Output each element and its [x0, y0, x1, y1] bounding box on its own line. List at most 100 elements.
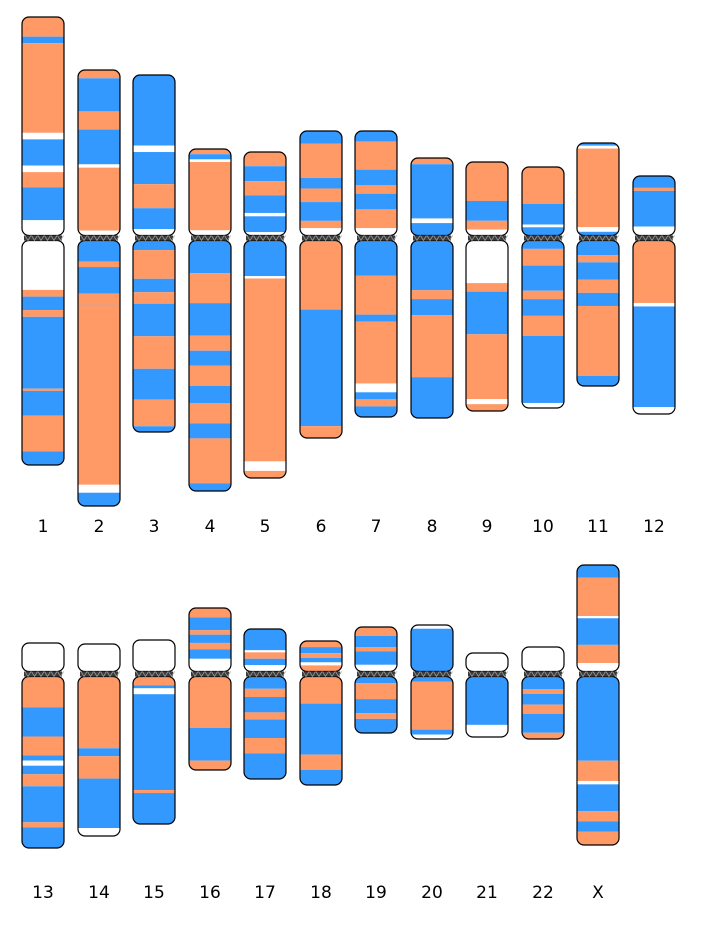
band-p-4: [189, 642, 231, 650]
band-p-0: [577, 143, 619, 146]
centromere: [191, 235, 231, 242]
band-q-7: [355, 406, 397, 417]
centromere: [579, 235, 619, 242]
band-q-3: [22, 755, 64, 761]
band-p-2: [189, 630, 231, 635]
q-arm: [522, 240, 564, 408]
band-q-1: [522, 248, 564, 266]
band-q-4: [78, 828, 120, 836]
q-arm: [189, 240, 231, 491]
band-p-0: [577, 565, 619, 578]
band-q-6: [133, 368, 175, 400]
band-p-3: [244, 195, 286, 213]
band-q-1: [300, 309, 342, 427]
chromosome-label-9: 9: [482, 517, 493, 537]
q-arm: [300, 240, 342, 438]
band-p-0: [300, 641, 342, 648]
band-p-2: [244, 181, 286, 196]
centromere: [246, 671, 286, 678]
band-q-3: [22, 310, 64, 317]
band-p-0: [22, 643, 64, 672]
p-arm: [577, 565, 619, 672]
band-p-2: [522, 224, 564, 228]
band-q-9: [189, 438, 231, 484]
chromosome-20: [410, 624, 454, 740]
band-p-5: [355, 209, 397, 229]
band-q-5: [577, 305, 619, 376]
centromere: [413, 671, 453, 678]
band-q-2: [355, 699, 397, 714]
band-q-4: [466, 399, 508, 405]
band-p-0: [189, 608, 231, 618]
band-p-2: [577, 616, 619, 619]
band-p-4: [300, 202, 342, 221]
q-arm: [633, 240, 675, 414]
band-p-4: [244, 212, 286, 217]
chromosome-19: [354, 626, 398, 734]
band-q-0: [244, 676, 286, 689]
band-q-3: [411, 734, 453, 739]
band-q-4: [133, 303, 175, 337]
band-p-1: [355, 141, 397, 170]
band-q-6: [522, 335, 564, 403]
chromosome-label-6: 6: [316, 517, 327, 537]
band-p-0: [189, 149, 231, 155]
q-arm: [300, 676, 342, 785]
band-q-6: [577, 831, 619, 845]
band-q-7: [133, 399, 175, 427]
band-q-3: [577, 279, 619, 293]
band-p-5: [577, 662, 619, 672]
band-p-3: [355, 185, 397, 194]
band-q-3: [300, 769, 342, 785]
band-p-3: [577, 618, 619, 645]
band-q-0: [522, 240, 564, 249]
band-q-4: [522, 714, 564, 733]
band-q-2: [244, 278, 286, 462]
p-arm: [466, 162, 508, 236]
band-p-1: [189, 154, 231, 160]
band-q-0: [355, 676, 397, 684]
band-q-3: [244, 712, 286, 720]
p-arm: [189, 149, 231, 236]
band-p-1: [577, 577, 619, 617]
band-p-2: [244, 652, 286, 659]
band-p-6: [244, 232, 286, 236]
chromosome-label-4: 4: [205, 517, 216, 537]
band-p-0: [633, 176, 675, 188]
band-p-0: [522, 647, 564, 672]
band-q-7: [189, 403, 231, 424]
chromosome-label-5: 5: [260, 517, 271, 537]
p-arm: [577, 143, 619, 236]
band-p-4: [78, 164, 120, 168]
band-q-0: [522, 676, 564, 689]
chromosome-1: [21, 16, 65, 466]
centromere: [24, 235, 64, 242]
band-q-2: [189, 303, 231, 336]
chromosome-16: [188, 607, 232, 771]
band-q-6: [577, 375, 619, 386]
band-q-2: [133, 688, 175, 695]
band-q-1: [189, 273, 231, 304]
band-q-4: [355, 383, 397, 393]
p-arm: [300, 131, 342, 236]
band-p-5: [300, 665, 342, 672]
centromere: [357, 235, 397, 242]
p-arm: [244, 152, 286, 236]
chromosome-2: [77, 69, 121, 507]
q-arm: [78, 240, 120, 506]
band-q-6: [78, 484, 120, 493]
q-arm: [466, 676, 508, 737]
band-q-7: [78, 492, 120, 506]
band-q-5: [133, 793, 175, 824]
p-arm: [522, 167, 564, 236]
band-p-8: [22, 220, 64, 236]
band-p-5: [78, 167, 120, 231]
band-q-8: [133, 426, 175, 432]
chromosome-6: [299, 130, 343, 439]
band-p-3: [522, 227, 564, 236]
p-arm: [466, 653, 508, 672]
centromere: [135, 671, 175, 678]
p-arm: [244, 629, 286, 672]
band-p-1: [411, 628, 453, 672]
